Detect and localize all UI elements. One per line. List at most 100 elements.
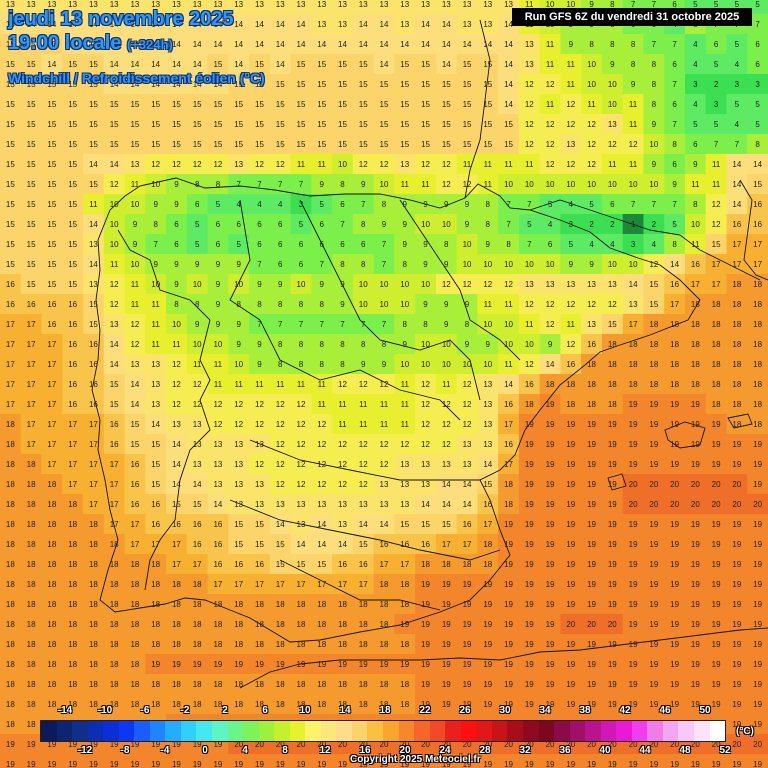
field-cell	[124, 454, 146, 475]
field-cell	[477, 634, 499, 655]
grid-value: 19	[608, 640, 617, 649]
grid-value: 18	[587, 400, 596, 409]
legend-label-bottom: 40	[599, 745, 611, 756]
grid-value: 18	[27, 520, 36, 529]
grid-value: 11	[546, 100, 555, 109]
grid-value: 10	[483, 260, 492, 269]
grid-value: 13	[130, 360, 139, 369]
grid-value: 5	[755, 120, 760, 129]
grid-value: 11	[214, 360, 223, 369]
field-cell	[518, 214, 541, 235]
grid-value: 18	[629, 360, 638, 369]
grid-value: 19	[732, 560, 741, 569]
field-cell	[145, 394, 167, 415]
grid-value: 4	[278, 200, 283, 209]
grid-value: 8	[278, 300, 283, 309]
grid-value: 13	[608, 280, 617, 289]
grid-value: 18	[89, 580, 98, 589]
field-cell	[0, 554, 22, 575]
field-cell	[747, 734, 768, 755]
field-cell	[20, 574, 43, 595]
field-cell	[622, 294, 645, 315]
field-cell	[249, 354, 271, 375]
field-cell	[643, 234, 665, 255]
grid-value: 16	[213, 540, 222, 549]
grid-value: 14	[151, 40, 160, 49]
field-cell	[560, 614, 582, 635]
grid-value: 19	[753, 700, 762, 709]
field-cell	[726, 594, 748, 615]
grid-value: 18	[151, 680, 160, 689]
grid-value: 5	[672, 220, 677, 229]
grid-value: 13	[483, 440, 492, 449]
field-cell	[435, 94, 458, 115]
grid-value: 5	[527, 220, 532, 229]
grid-value: 18	[47, 520, 56, 529]
legend-swatch	[647, 721, 663, 741]
grid-value: 9	[672, 180, 677, 189]
grid-value: 18	[6, 540, 15, 549]
field-cell	[643, 374, 665, 395]
field-cell	[518, 174, 541, 195]
grid-value: 9	[153, 200, 158, 209]
field-cell	[415, 614, 437, 635]
grid-value: 10	[629, 260, 638, 269]
grid-value: 15	[213, 60, 222, 69]
grid-value: 15	[234, 140, 243, 149]
grid-value: 7	[672, 120, 677, 129]
grid-value: 13	[255, 0, 264, 9]
grid-value: 15	[380, 140, 389, 149]
field-cell	[747, 74, 768, 95]
grid-value: 17	[47, 400, 56, 409]
field-cell	[560, 94, 582, 115]
field-cell	[456, 674, 479, 695]
grid-value: 19	[712, 660, 721, 669]
grid-value: 15	[47, 200, 56, 209]
grid-value: 12	[442, 180, 451, 189]
grid-value: 15	[504, 140, 513, 149]
field-cell	[145, 474, 167, 495]
field-cell	[352, 574, 375, 595]
grid-value: 18	[213, 700, 222, 709]
field-cell	[332, 114, 354, 135]
grid-value: 15	[608, 320, 617, 329]
field-cell	[228, 254, 250, 275]
grid-value: 15	[317, 140, 326, 149]
grid-value: 15	[483, 120, 492, 129]
grid-value: 13	[608, 120, 617, 129]
grid-value: 19	[587, 580, 596, 589]
field-cell	[41, 534, 63, 555]
field-cell	[186, 314, 209, 335]
field-cell	[581, 214, 603, 235]
grid-value: 9	[257, 360, 262, 369]
grid-value: 15	[151, 140, 160, 149]
field-cell	[664, 254, 686, 275]
grid-value: 16	[47, 300, 56, 309]
grid-value: 5	[755, 0, 760, 9]
field-cell	[311, 494, 333, 515]
field-cell	[747, 194, 768, 215]
grid-value: 19	[546, 760, 555, 768]
africa-coast	[239, 627, 768, 689]
field-cell	[62, 294, 84, 315]
grid-value: 9	[465, 300, 470, 309]
grid-value: 19	[380, 660, 389, 669]
grid-value: 8	[340, 360, 345, 369]
grid-value: 18	[691, 380, 700, 389]
field-cell	[332, 34, 354, 55]
field-cell	[456, 0, 479, 15]
field-cell	[456, 474, 479, 495]
grid-value: 19	[629, 660, 638, 669]
field-cell	[456, 54, 479, 75]
field-cell	[83, 614, 105, 635]
grid-value: 19	[712, 580, 721, 589]
field-cell	[145, 14, 167, 35]
field-cell	[518, 594, 541, 615]
field-cell	[373, 214, 395, 235]
field-cell	[601, 494, 624, 515]
grid-value: 19	[525, 700, 534, 709]
field-cell	[518, 334, 541, 355]
grid-value: 19	[297, 660, 306, 669]
grid-value: 12	[587, 120, 596, 129]
field-cell	[456, 134, 479, 155]
